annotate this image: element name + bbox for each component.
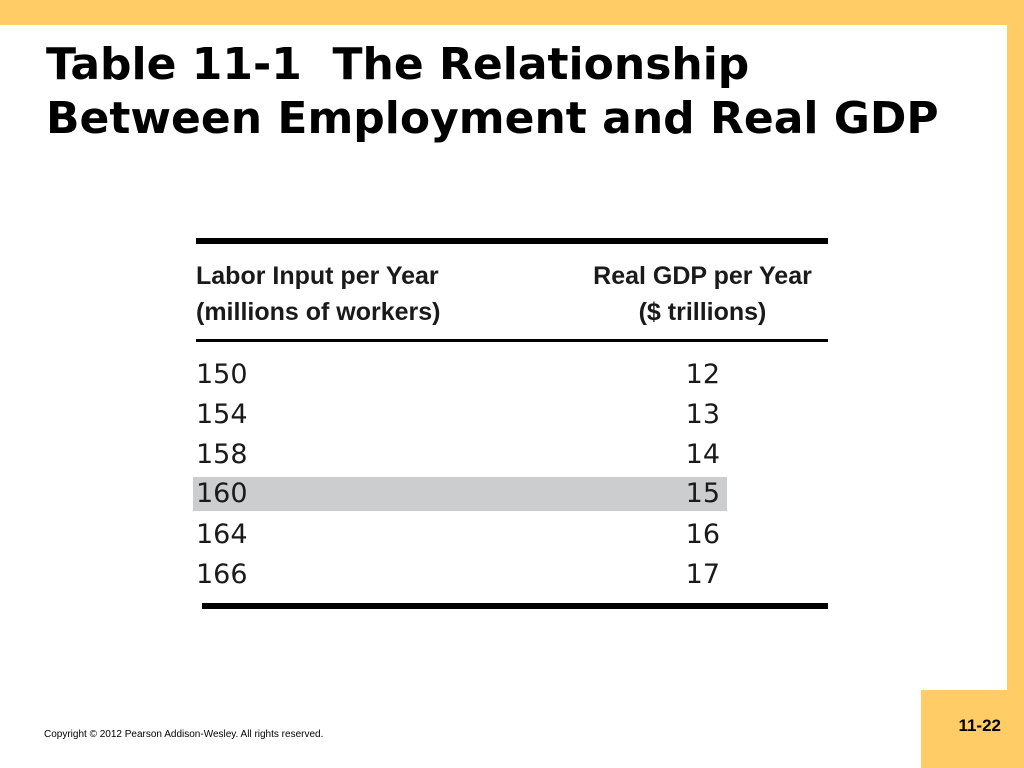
page-number-box [921, 690, 1024, 768]
table-top-rule [196, 238, 828, 244]
gdp-cell: 12 [685, 359, 720, 390]
slide-frame-top [0, 0, 1024, 25]
header-labor-input: Labor Input per Year (millions of worker… [196, 258, 440, 330]
labor-cell: 160 [196, 478, 248, 509]
page-number: 11-22 [958, 716, 1001, 735]
copyright-notice: Copyright © 2012 Pearson Addison-Wesley.… [44, 729, 324, 740]
header-labor-line2: (millions of workers) [196, 298, 441, 326]
gdp-cell: 14 [685, 439, 720, 470]
table-bottom-rule [202, 603, 828, 609]
header-real-gdp: Real GDP per Year ($ trillions) [570, 258, 835, 330]
header-gdp-line1: Real GDP per Year [593, 262, 812, 290]
header-gdp-line2: ($ trillions) [638, 298, 767, 326]
highlighted-row-background [193, 477, 727, 511]
table-header-rule [196, 339, 828, 342]
gdp-cell: 13 [685, 399, 720, 430]
labor-cell: 166 [196, 559, 248, 590]
gdp-cell: 15 [685, 478, 720, 509]
gdp-cell: 17 [685, 559, 720, 590]
slide-frame-right [1007, 0, 1024, 768]
title-table-label: Table 11-1 [46, 39, 302, 90]
labor-cell: 150 [196, 359, 248, 390]
labor-cell: 158 [196, 439, 248, 470]
title-text: The Relationship Between Employment and … [46, 39, 939, 144]
header-labor-line1: Labor Input per Year [196, 262, 439, 290]
labor-cell: 154 [196, 399, 248, 430]
gdp-cell: 16 [685, 519, 720, 550]
slide-title: Table 11-1 The Relationship Between Empl… [46, 38, 976, 146]
labor-cell: 164 [196, 519, 248, 550]
